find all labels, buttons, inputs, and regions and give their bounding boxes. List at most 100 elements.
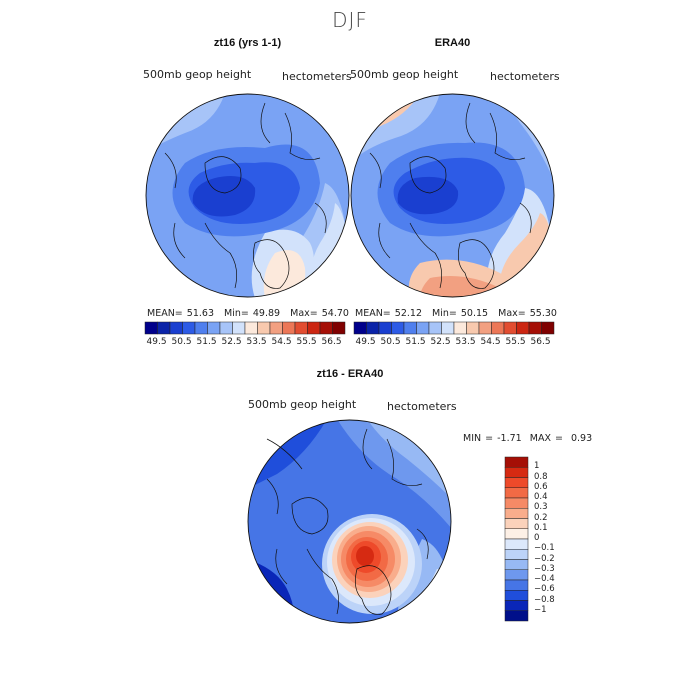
max-label: Max= [498, 308, 526, 319]
panel-2-colorbar-ticks: 49.5 50.5 51.5 52.5 53.5 54.5 55.5 56.5 [354, 337, 554, 349]
colorbar-tick-label: 56.5 [530, 337, 551, 347]
legend-tick-label: 0.3 [534, 502, 548, 513]
panel-1-stats: MEAN= 51.63 Min= 49.89 Max= 54.70 [147, 308, 349, 319]
legend-swatch [504, 559, 529, 570]
colorbar-tick-label: 53.5 [246, 337, 267, 347]
legend-swatch [504, 487, 529, 499]
legend-tick-label: 1 [534, 461, 540, 472]
legend-swatch [504, 538, 529, 550]
colorbar-tick-label: 55.5 [296, 337, 317, 347]
colorbar-swatch [332, 321, 346, 335]
legend-swatch [504, 518, 529, 529]
difference-variable-label: 500mb geop height [248, 398, 357, 411]
legend-swatch [504, 497, 529, 509]
colorbar-swatch [366, 321, 380, 335]
colorbar-swatch [282, 321, 296, 335]
colorbar-swatch [403, 321, 417, 335]
legend-tick-label: 0.6 [534, 481, 548, 492]
colorbar-tick-label: 49.5 [146, 337, 167, 347]
colorbar-swatch [257, 321, 271, 335]
colorbar-swatch [491, 321, 505, 335]
difference-colorbar [504, 456, 529, 622]
season-title: DJF [332, 8, 368, 32]
legend-swatch [504, 600, 529, 611]
panel-1-title: zt16 (yrs 1-1) [213, 37, 282, 49]
colorbar-swatch [219, 321, 233, 335]
colorbar-tick-label: 50.5 [380, 337, 401, 347]
max-value: 54.70 [321, 308, 349, 319]
min-value: 49.89 [252, 308, 281, 319]
max-label: Max= [290, 308, 318, 319]
legend-tick-label: −0.6 [534, 584, 555, 595]
panel-2-colorbar [353, 321, 555, 335]
colorbar-tick-label: 51.5 [405, 337, 426, 347]
difference-units-label: hectometers [387, 400, 457, 413]
min-value: 50.15 [460, 308, 489, 319]
legend-tick-label: 0.2 [534, 512, 548, 523]
colorbar-tick-label: 54.5 [271, 337, 292, 347]
colorbar-swatch [378, 321, 392, 335]
legend-tick-label: −0.4 [534, 574, 555, 584]
colorbar-swatch [391, 321, 405, 335]
colorbar-swatch [478, 321, 492, 335]
panel-2-variable-label: 500mb geop height [350, 68, 459, 81]
min-value: -1.71 [497, 433, 522, 444]
colorbar-tick-label: 54.5 [480, 337, 501, 347]
legend-tick-label: −0.8 [534, 594, 555, 605]
colorbar-swatch [541, 321, 555, 335]
colorbar-swatch [353, 321, 367, 335]
min-label: MIN = [463, 433, 494, 444]
mean-label: MEAN= [147, 308, 183, 319]
legend-tick-label: 0 [534, 533, 540, 543]
difference-polar-map [247, 419, 452, 624]
colorbar-tick-label: 52.5 [430, 337, 451, 347]
panel-2-polar-map [350, 93, 555, 298]
colorbar-swatch [503, 321, 517, 335]
difference-stats: MIN = -1.71 MAX = 0.93 [463, 433, 592, 444]
colorbar-swatch [528, 321, 542, 335]
colorbar-swatch [441, 321, 455, 335]
colorbar-swatch [319, 321, 333, 335]
colorbar-swatch [516, 321, 530, 335]
panel-1-polar-map [145, 93, 350, 298]
panel-1-variable-label: 500mb geop height [143, 68, 252, 81]
colorbar-swatch [307, 321, 321, 335]
legend-swatch [504, 590, 529, 601]
max-value: 55.30 [529, 308, 557, 319]
panel-2-stats: MEAN= 52.12 Min= 50.15 Max= 55.30 [355, 308, 557, 319]
max-value: 0.93 [570, 433, 593, 444]
legend-tick-label: −1 [534, 604, 547, 615]
panel-2-title: ERA40 [434, 37, 471, 49]
colorbar-tick-label: 52.5 [221, 337, 242, 347]
colorbar-swatch [144, 321, 158, 335]
difference-title: zt16 - ERA40 [316, 368, 384, 380]
colorbar-swatch [232, 321, 246, 335]
legend-swatch [504, 610, 529, 622]
colorbar-swatch [157, 321, 171, 335]
colorbar-swatch [194, 321, 208, 335]
colorbar-tick-label: 49.5 [355, 337, 376, 347]
colorbar-swatch [466, 321, 480, 335]
max-label: MAX = [529, 433, 563, 444]
legend-swatch [504, 528, 529, 540]
legend-tick-label: 0.1 [534, 522, 548, 533]
min-label: Min= [432, 308, 457, 319]
panel-1-units-label: hectometers [282, 70, 352, 83]
difference-colorbar-ticks: 1 0.8 0.6 0.4 0.3 0.2 0.1 0 −0.1 −0.2 −0.3 −0.4 −0.6… [534, 457, 574, 621]
legend-tick-label: −0.3 [534, 563, 555, 574]
panel-2-units-label: hectometers [490, 70, 560, 83]
colorbar-swatch [207, 321, 221, 335]
colorbar-swatch [169, 321, 183, 335]
colorbar-tick-label: 53.5 [455, 337, 476, 347]
colorbar-swatch [428, 321, 442, 335]
legend-swatch [504, 549, 529, 560]
legend-swatch [504, 467, 529, 478]
colorbar-swatch [269, 321, 283, 335]
colorbar-swatch [182, 321, 196, 335]
colorbar-tick-label: 56.5 [321, 337, 342, 347]
colorbar-swatch [453, 321, 467, 335]
colorbar-swatch [244, 321, 258, 335]
min-label: Min= [224, 308, 249, 319]
legend-tick-label: 0.4 [534, 492, 548, 502]
legend-swatch [504, 579, 529, 591]
